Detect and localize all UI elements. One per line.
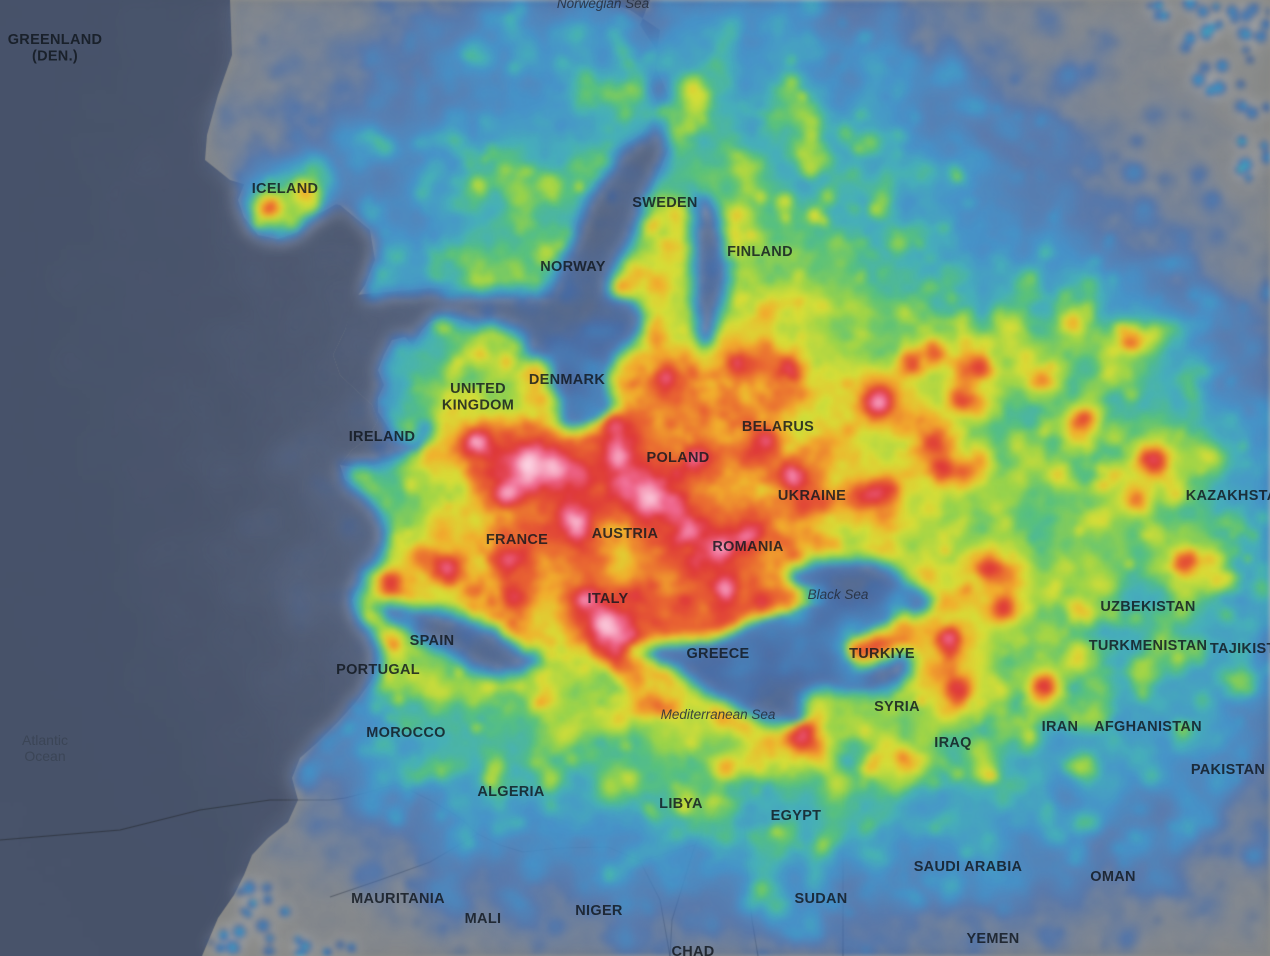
svg-text:ALGERIA: ALGERIA	[477, 784, 545, 800]
svg-text:KAZAKHSTAN: KAZAKHSTAN	[1186, 488, 1270, 504]
svg-text:Norwegian Sea: Norwegian Sea	[557, 0, 650, 11]
svg-text:Ocean: Ocean	[24, 748, 65, 764]
svg-text:(DEN.): (DEN.)	[32, 49, 78, 65]
svg-text:LIBYA: LIBYA	[659, 796, 703, 812]
svg-text:SWEDEN: SWEDEN	[632, 195, 697, 211]
svg-text:ITALY: ITALY	[588, 591, 629, 607]
svg-text:ICELAND: ICELAND	[252, 181, 319, 197]
svg-text:Atlantic: Atlantic	[22, 732, 68, 748]
svg-text:PAKISTAN: PAKISTAN	[1191, 762, 1265, 778]
svg-text:NIGER: NIGER	[575, 903, 623, 919]
svg-text:EGYPT: EGYPT	[771, 808, 822, 824]
svg-text:OMAN: OMAN	[1090, 869, 1136, 885]
svg-text:TURKIYE: TURKIYE	[849, 646, 915, 662]
svg-text:IRAQ: IRAQ	[934, 735, 971, 751]
svg-text:KINGDOM: KINGDOM	[442, 398, 514, 414]
svg-text:PORTUGAL: PORTUGAL	[336, 662, 420, 678]
svg-text:TAJIKISTAN: TAJIKISTAN	[1210, 641, 1270, 657]
svg-text:NORWAY: NORWAY	[540, 259, 605, 275]
svg-text:Mediterranean Sea: Mediterranean Sea	[661, 707, 776, 722]
svg-text:IRAN: IRAN	[1042, 719, 1079, 735]
svg-text:FRANCE: FRANCE	[486, 532, 548, 548]
svg-text:SYRIA: SYRIA	[874, 699, 920, 715]
svg-text:AUSTRIA: AUSTRIA	[592, 526, 659, 542]
svg-text:Black Sea: Black Sea	[808, 587, 869, 602]
svg-text:GREENLAND: GREENLAND	[8, 32, 103, 48]
svg-text:DENMARK: DENMARK	[529, 372, 605, 388]
svg-text:MALI: MALI	[465, 911, 502, 927]
svg-text:YEMEN: YEMEN	[966, 931, 1019, 947]
svg-text:FINLAND: FINLAND	[727, 244, 793, 260]
svg-text:MOROCCO: MOROCCO	[366, 725, 445, 741]
svg-text:AFGHANISTAN: AFGHANISTAN	[1094, 719, 1202, 735]
svg-text:IRELAND: IRELAND	[349, 429, 416, 445]
svg-text:SUDAN: SUDAN	[794, 891, 847, 907]
svg-text:UNITED: UNITED	[450, 381, 506, 397]
svg-text:UZBEKISTAN: UZBEKISTAN	[1100, 599, 1195, 615]
svg-text:ROMANIA: ROMANIA	[712, 539, 784, 555]
svg-text:SPAIN: SPAIN	[410, 633, 455, 649]
svg-text:CHAD: CHAD	[671, 944, 714, 956]
svg-text:BELARUS: BELARUS	[742, 419, 814, 435]
svg-text:TURKMENISTAN: TURKMENISTAN	[1089, 638, 1208, 654]
svg-text:GREECE: GREECE	[686, 646, 749, 662]
svg-text:UKRAINE: UKRAINE	[778, 488, 846, 504]
svg-text:MAURITANIA: MAURITANIA	[351, 891, 445, 907]
svg-text:SAUDI ARABIA: SAUDI ARABIA	[914, 859, 1023, 875]
svg-text:POLAND: POLAND	[646, 450, 709, 466]
